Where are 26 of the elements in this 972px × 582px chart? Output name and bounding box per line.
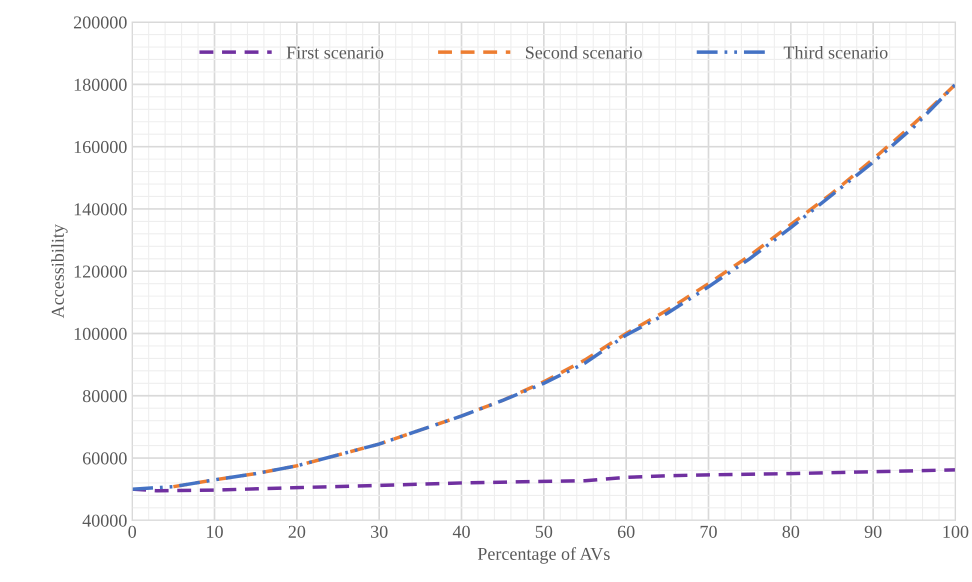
y-axis-title: Accessibility [51,224,68,318]
x-tick-label: 90 [864,526,882,538]
x-tick-label: 70 [700,526,717,538]
y-tick-label: 160000 [74,140,127,154]
x-tick-label: 80 [782,526,800,538]
x-tick-label: 40 [452,526,470,538]
y-tick-label: 60000 [82,452,127,464]
y-tick-label: 100000 [74,328,127,340]
y-tick-label: 140000 [74,203,127,216]
x-tick-label: 20 [288,526,306,538]
x-tick-label: 50 [536,526,552,538]
y-tick-label: 200000 [74,16,127,29]
line-series [132,468,956,492]
x-tick-label: 60 [618,526,634,538]
legend-label: First scenario [286,46,384,59]
legend-label: Second scenario [526,46,642,59]
x-tick-label: 100 [944,526,968,538]
x-tick-label: 30 [371,526,388,538]
legend-label: Third scenario [784,46,888,59]
y-tick-label: 40000 [82,514,127,527]
y-tick-label: 80000 [82,390,127,402]
y-tick-label: 120000 [74,265,127,278]
x-axis-title: Percentage of AVs [478,547,610,564]
x-tick-label: 0 [128,526,136,538]
x-tick-label: 10 [207,526,223,538]
y-tick-label: 180000 [74,78,127,91]
